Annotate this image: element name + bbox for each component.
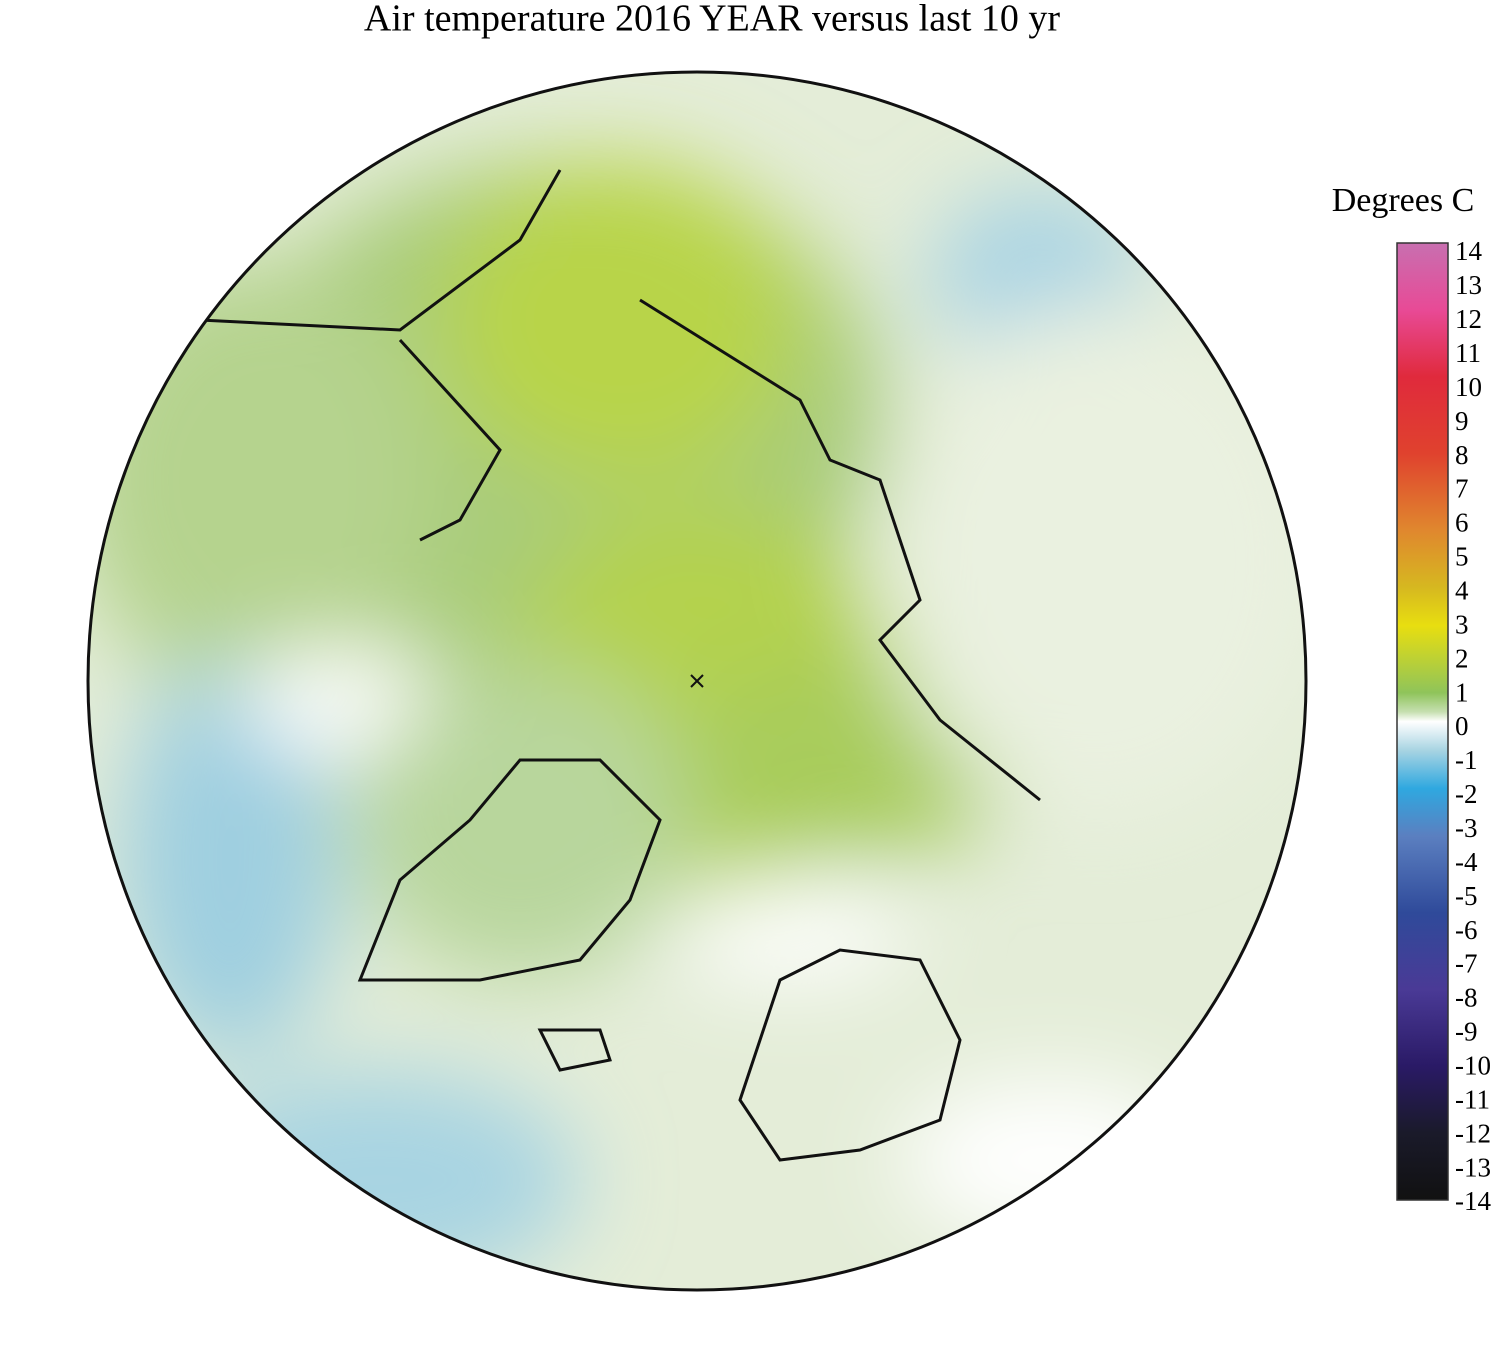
colorbar-tick-label: -4 (1455, 847, 1478, 877)
map-title: Air temperature 2016 YEAR versus last 10… (364, 0, 1060, 40)
colorbar-tick-label: 12 (1455, 304, 1482, 334)
colorbar-tick-label: 8 (1455, 440, 1469, 470)
colorbar-tick-label: 1 (1455, 677, 1469, 707)
colorbar-tick-label: 3 (1455, 609, 1469, 639)
colorbar-tick-label: 9 (1455, 406, 1469, 436)
colorbar-tick-label: 11 (1455, 338, 1481, 368)
colorbar-tick-label: 6 (1455, 508, 1469, 538)
colorbar-tick-label: 5 (1455, 542, 1469, 572)
colorbar-tick-label: -10 (1455, 1050, 1491, 1080)
colorbar-tick-label: -1 (1455, 745, 1478, 775)
colorbar-tick-label: 7 (1455, 474, 1469, 504)
colorbar-tick-label: -8 (1455, 983, 1478, 1013)
colorbar-label: Degrees C (1332, 182, 1475, 219)
colorbar-tick-label: -5 (1455, 881, 1478, 911)
map-border (86, 70, 1308, 1292)
colorbar-tick-label: -12 (1455, 1118, 1491, 1148)
colorbar-tick-label: 0 (1455, 711, 1469, 741)
colorbar-tick-label: -13 (1455, 1152, 1491, 1182)
colorbar-tick-label: -14 (1455, 1186, 1491, 1216)
colorbar-tick-label: -9 (1455, 1017, 1478, 1047)
colorbar-tick-label: 13 (1455, 270, 1482, 300)
colorbar (1396, 242, 1449, 1201)
colorbar-tick-label: -2 (1455, 779, 1478, 809)
colorbar-tick-label: 14 (1455, 236, 1483, 266)
colorbar-ticks: 14131211109876543210-1-2-3-4-5-6-7-8-9-1… (1455, 236, 1491, 1216)
colorbar-tick-label: -7 (1455, 949, 1478, 979)
colorbar-tick-label: 2 (1455, 643, 1469, 673)
colorbar-tick-label: -3 (1455, 813, 1478, 843)
colorbar-tick-label: 10 (1455, 372, 1482, 402)
temperature-field (88, 72, 1306, 1290)
colorbar-tick-label: 4 (1455, 575, 1469, 605)
colorbar-tick-label: -11 (1455, 1084, 1490, 1114)
colorbar-tick-label: -6 (1455, 915, 1478, 945)
